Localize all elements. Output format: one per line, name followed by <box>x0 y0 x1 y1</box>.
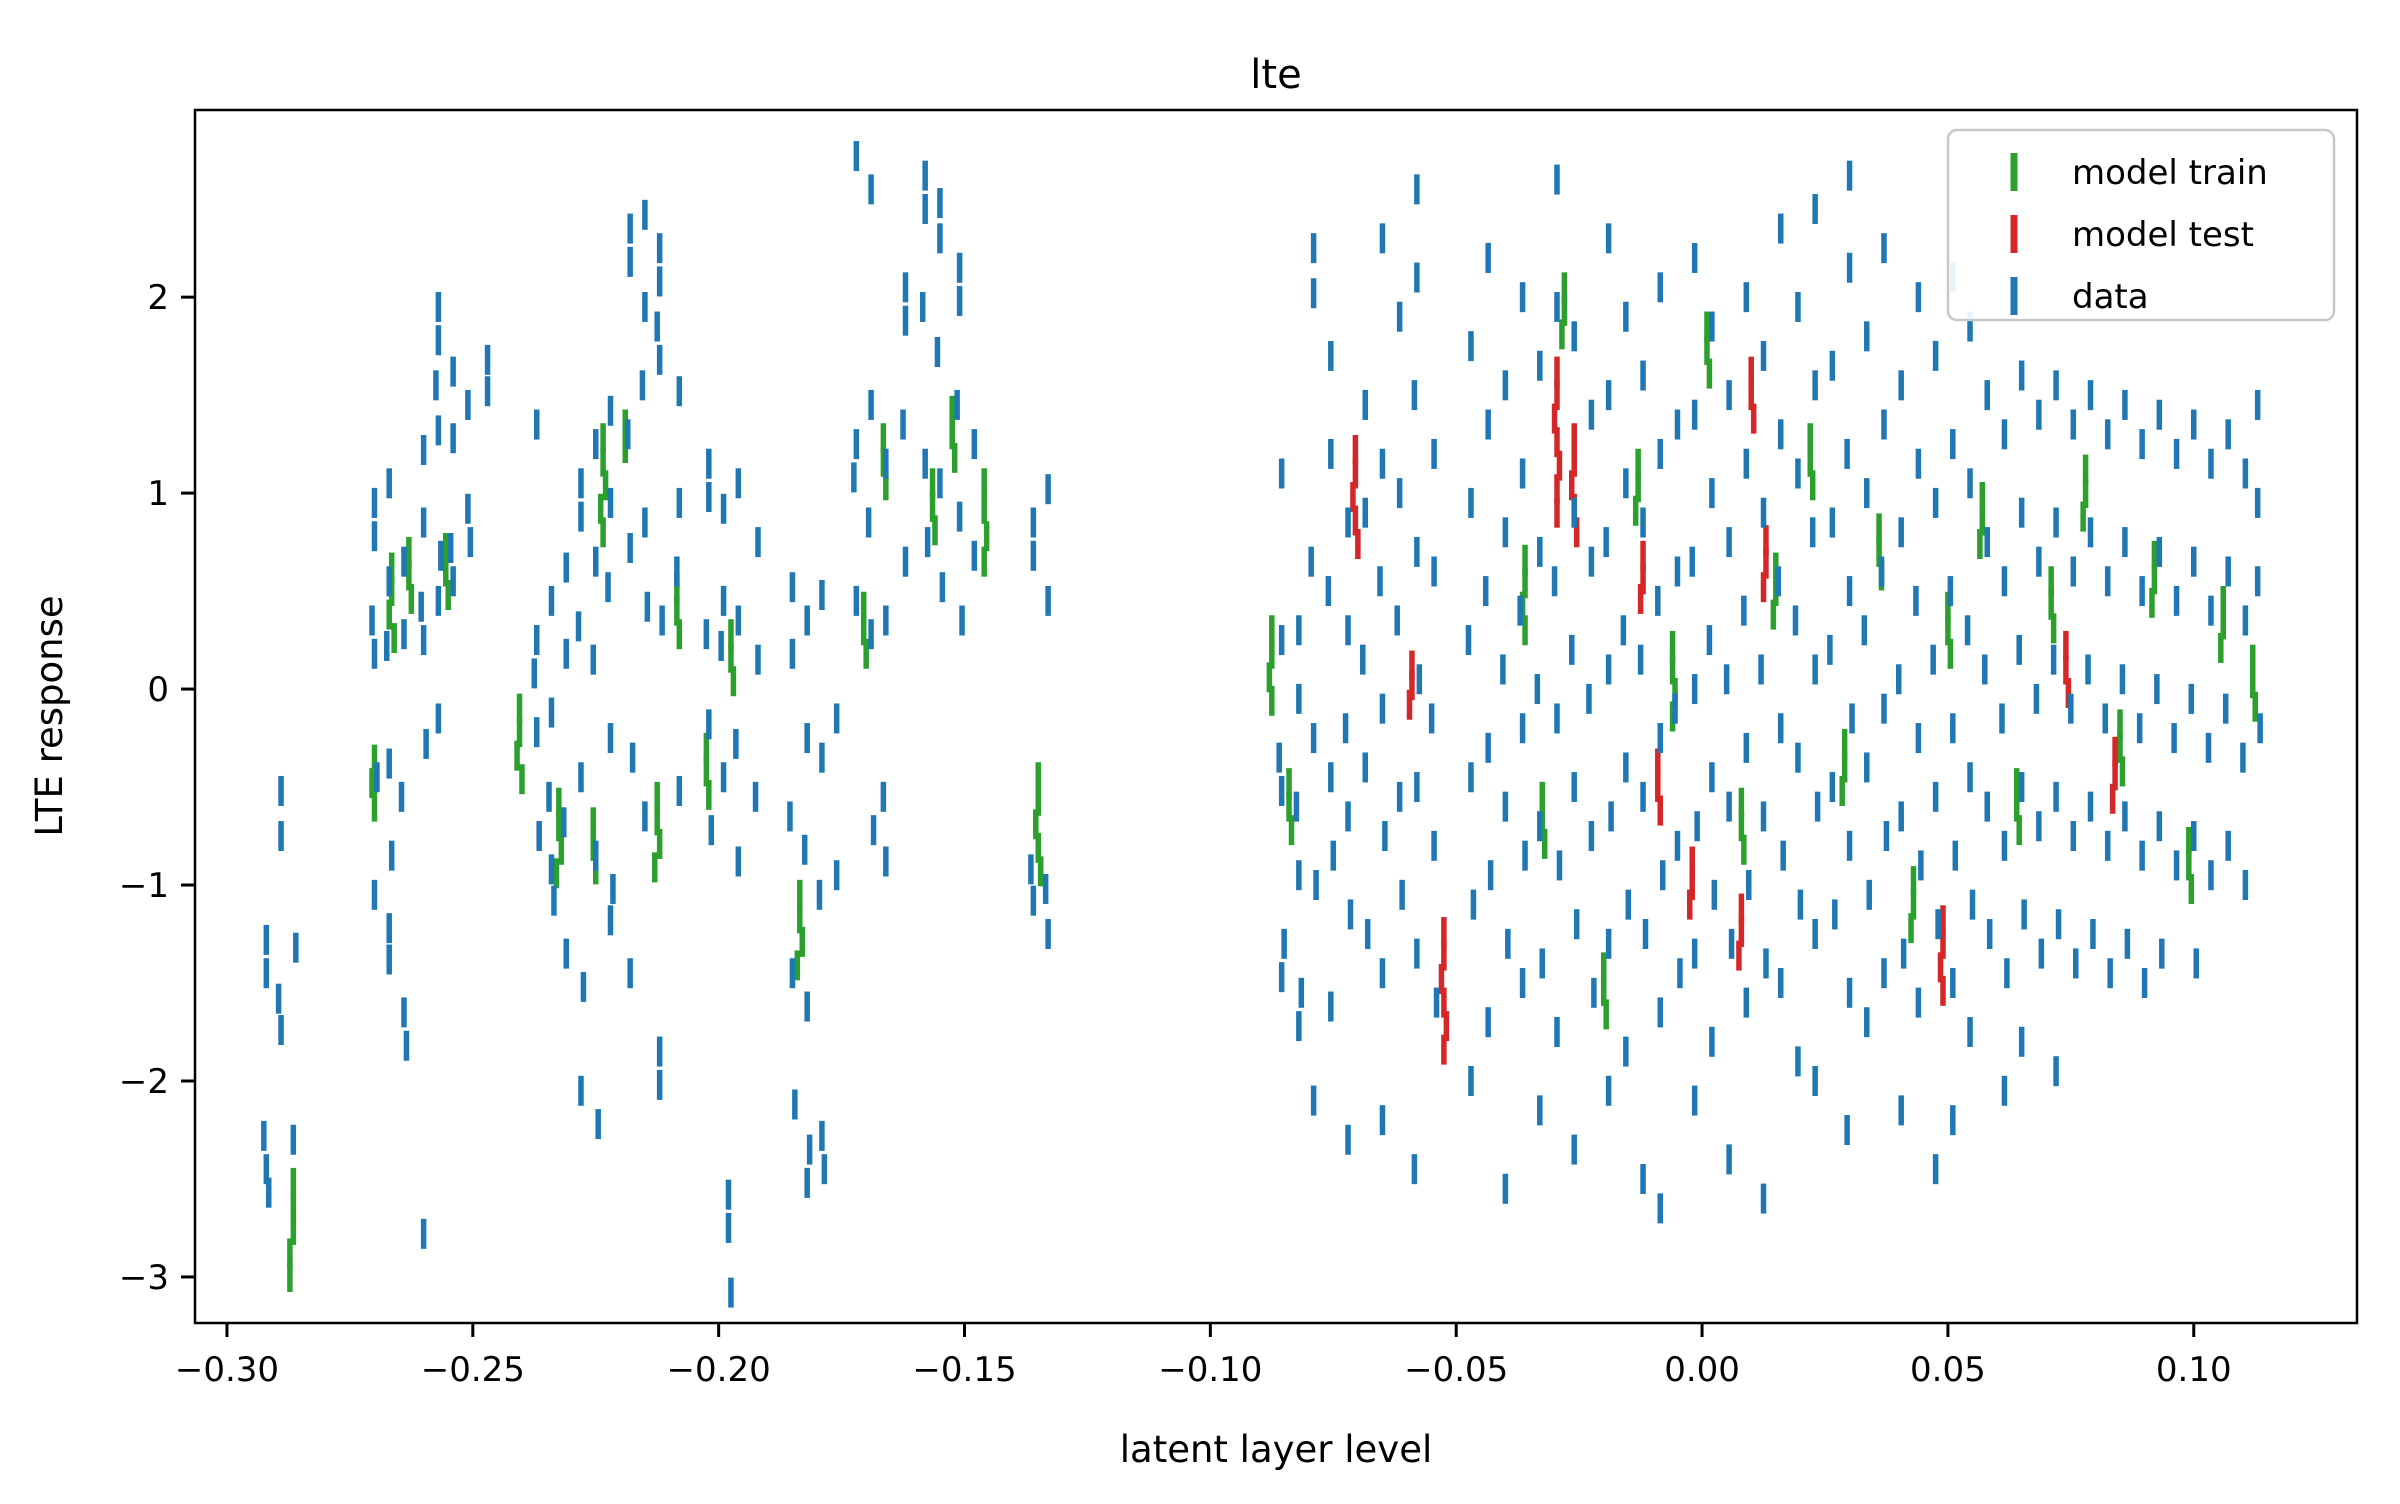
x-tick-label: 0.05 <box>1910 1350 1986 1390</box>
plot-border <box>193 108 2359 1325</box>
y-tick-label: 2 <box>147 278 169 318</box>
legend-item-model-train: model train <box>2010 153 2268 193</box>
x-axis-ticks: −0.30 −0.25 −0.20 −0.15 −0.10 −0.05 0.00 0.05 0.… <box>175 1323 2232 1390</box>
x-tick-label: 0.00 <box>1664 1350 1740 1390</box>
x-axis-label: latent layer level <box>1120 1428 1433 1471</box>
y-tick-label: −1 <box>119 866 169 906</box>
y-tick-label: 1 <box>147 474 169 514</box>
chart-title: lte <box>1250 52 1301 98</box>
x-tick-label: −0.15 <box>912 1350 1016 1390</box>
legend-label-model-train: model train <box>2072 153 2268 193</box>
y-tick-label: −2 <box>119 1062 169 1102</box>
data-points <box>261 141 2263 1308</box>
x-tick-label: −0.05 <box>1404 1350 1508 1390</box>
y-tick-label: 0 <box>147 670 169 710</box>
y-axis-ticks: −3 −2 −1 0 1 2 <box>119 278 195 1298</box>
x-tick-label: 0.10 <box>2156 1350 2232 1390</box>
x-tick-label: −0.30 <box>175 1350 279 1390</box>
x-tick-label: −0.20 <box>667 1350 771 1390</box>
legend-box <box>1946 128 2336 322</box>
legend-label-data: data <box>2072 277 2149 317</box>
x-tick-label: −0.25 <box>421 1350 525 1390</box>
legend: model train model test data <box>1946 128 2336 322</box>
legend-item-model-test: model test <box>2010 215 2254 255</box>
series-model-test <box>1350 356 2118 1065</box>
legend-label-model-test: model test <box>2072 215 2254 255</box>
y-axis-label: LTE response <box>28 595 71 836</box>
series-data <box>261 141 2263 1308</box>
x-tick-label: −0.10 <box>1158 1350 1262 1390</box>
y-tick-label: −3 <box>119 1258 169 1298</box>
legend-item-data: data <box>2010 277 2149 317</box>
